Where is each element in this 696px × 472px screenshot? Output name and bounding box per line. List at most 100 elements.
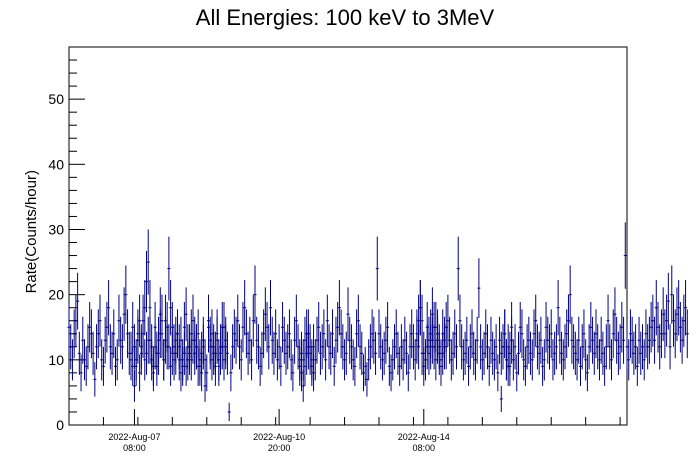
data-point [170, 302, 174, 353]
data-point [256, 324, 260, 370]
data-point [425, 302, 429, 353]
data-point [120, 324, 124, 370]
data-point [503, 309, 507, 359]
data-point [246, 331, 250, 375]
data-point [601, 331, 605, 375]
data-point [370, 309, 374, 359]
data-point [522, 339, 526, 381]
data-point [298, 339, 302, 381]
data-point [69, 324, 73, 370]
data-point [72, 309, 76, 359]
data-point [134, 339, 138, 381]
data-point [165, 324, 169, 370]
data-point [572, 324, 576, 370]
data-point [358, 324, 362, 370]
data-point [375, 236, 379, 301]
data-point [303, 346, 307, 386]
data-point [632, 331, 636, 375]
data-point [668, 324, 672, 370]
data-point [439, 346, 443, 386]
data-point [207, 294, 210, 347]
chart-title: All Energies: 100 keV to 3MeV [196, 5, 495, 30]
data-point [520, 309, 524, 359]
data-point [91, 331, 95, 375]
data-point [336, 302, 340, 353]
data-point [263, 287, 267, 342]
data-point [585, 354, 589, 392]
data-point [618, 324, 622, 370]
data-point [150, 324, 154, 370]
data-point [145, 251, 148, 313]
data-point [448, 316, 452, 364]
data-point [436, 316, 440, 364]
data-point [213, 331, 217, 375]
data-point [625, 324, 629, 370]
data-point [549, 309, 553, 359]
data-point [678, 302, 682, 353]
data-point [442, 324, 446, 370]
data-point [67, 302, 71, 353]
data-point [363, 346, 367, 386]
data-point [551, 339, 555, 381]
data-point [341, 324, 345, 370]
data-point [573, 331, 577, 375]
data-point [560, 331, 564, 375]
data-point [220, 302, 224, 353]
data-point [169, 346, 173, 386]
data-point [265, 302, 269, 353]
data-point [534, 294, 538, 347]
data-point [437, 331, 441, 375]
data-point [96, 309, 100, 359]
data-point [530, 339, 534, 381]
data-point [430, 287, 434, 342]
data-point [284, 331, 288, 375]
data-point [131, 346, 135, 386]
data-point [189, 339, 193, 381]
data-point [535, 324, 539, 370]
data-point [74, 294, 78, 347]
data-point [255, 316, 259, 364]
data-point [163, 294, 167, 347]
data-point [351, 339, 355, 381]
data-point [339, 309, 343, 359]
data-point [368, 324, 372, 370]
y-tick-label: 50 [48, 91, 64, 107]
data-point [649, 302, 653, 353]
data-point [158, 287, 162, 342]
data-point [296, 324, 300, 370]
data-point [367, 339, 371, 381]
data-point [70, 339, 74, 381]
data-point [182, 302, 186, 353]
data-point [565, 309, 569, 359]
x-tick-label-date: 2022-Aug-14 [398, 432, 450, 442]
data-point [496, 354, 500, 392]
data-point [544, 302, 548, 353]
data-point [320, 324, 324, 370]
data-point [346, 287, 350, 342]
data-point [196, 309, 200, 359]
data-point [616, 331, 620, 375]
data-point [355, 309, 359, 359]
data-point [468, 324, 472, 370]
data-point [408, 324, 412, 370]
data-point [451, 331, 455, 375]
data-point [267, 324, 271, 370]
data-point [634, 324, 638, 370]
data-point [672, 294, 675, 347]
data-point [561, 339, 565, 381]
data-point [349, 324, 353, 370]
data-point [446, 294, 450, 347]
data-point [685, 309, 689, 359]
data-point [499, 385, 503, 412]
data-point [665, 294, 669, 347]
data-point [604, 324, 608, 370]
data-point [654, 280, 658, 336]
data-point [491, 331, 495, 375]
data-point [582, 309, 586, 359]
data-point [458, 294, 462, 347]
data-point [105, 302, 109, 353]
data-point [132, 369, 136, 402]
data-point [630, 316, 634, 364]
data-point [372, 316, 376, 364]
